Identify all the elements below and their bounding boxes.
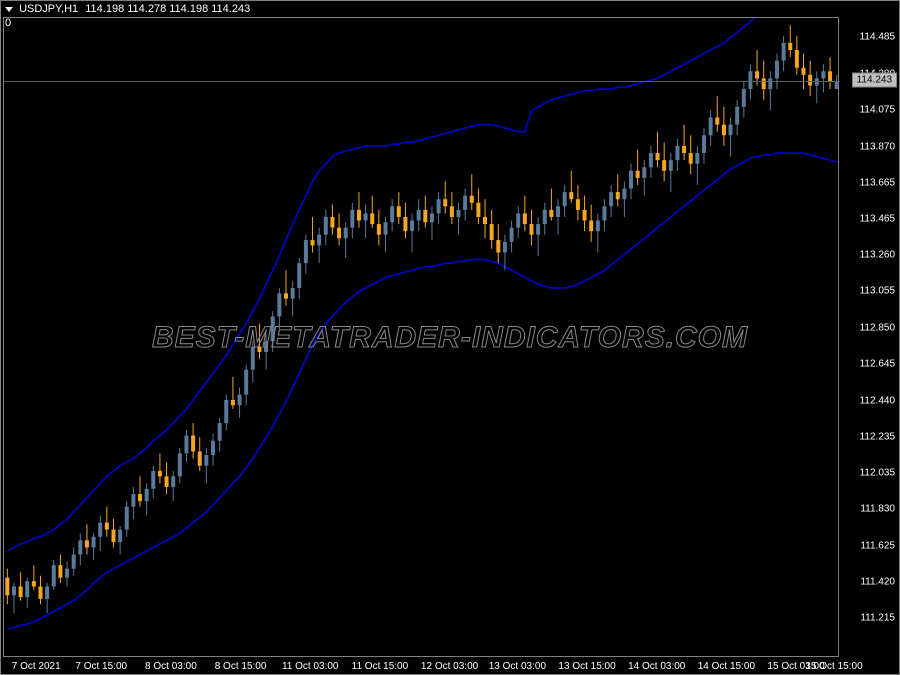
x-tick: 14 Oct 15:00	[698, 661, 755, 672]
y-tick: 113.260	[860, 250, 895, 261]
y-axis: 114.485114.280114.075113.870113.665113.4…	[839, 17, 899, 657]
y-tick: 113.465	[860, 213, 895, 224]
plot-area[interactable]	[3, 17, 839, 657]
y-tick: 112.850	[860, 322, 895, 333]
x-tick: 13 Oct 15:00	[558, 661, 615, 672]
x-tick: 14 Oct 03:00	[628, 661, 685, 672]
y-tick: 112.235	[860, 432, 895, 443]
x-tick: 8 Oct 15:00	[215, 661, 267, 672]
y-tick: 111.215	[860, 613, 895, 624]
x-tick: 7 Oct 15:00	[75, 661, 127, 672]
x-tick: 12 Oct 03:00	[421, 661, 478, 672]
y-tick: 111.625	[860, 540, 895, 551]
current-price-box: 114.243	[852, 73, 897, 88]
y-tick: 113.665	[860, 178, 895, 189]
symbol-label: USDJPY,H1	[19, 3, 78, 15]
y-tick: 111.830	[860, 504, 895, 515]
chart-svg	[4, 18, 840, 658]
indicator-value-label: 0	[5, 17, 11, 29]
x-tick: 15 Oct 15:00	[805, 661, 862, 672]
x-tick: 11 Oct 03:00	[282, 661, 339, 672]
y-tick: 114.485	[860, 32, 895, 43]
current-price-line	[4, 81, 840, 82]
y-tick: 113.055	[860, 286, 895, 297]
x-axis: 7 Oct 2021 7 Oct 15:00 8 Oct 03:00 8 Oct 15…	[3, 656, 839, 674]
ohlc-label: 114.198 114.278 114.198 114.243	[85, 3, 250, 15]
y-tick: 112.645	[860, 359, 895, 370]
y-tick: 112.440	[860, 395, 895, 406]
chart-window: USDJPY,H1 114.198 114.278 114.198 114.24…	[0, 0, 900, 675]
x-tick: 13 Oct 03:00	[489, 661, 546, 672]
y-tick: 111.420	[860, 576, 895, 587]
x-tick: 7 Oct 2021	[12, 661, 61, 672]
chart-header: USDJPY,H1 114.198 114.278 114.198 114.24…	[5, 3, 250, 15]
y-tick: 112.035	[860, 467, 895, 478]
x-tick: 11 Oct 15:00	[352, 661, 409, 672]
x-tick: 8 Oct 03:00	[145, 661, 197, 672]
y-tick: 113.870	[860, 141, 895, 152]
dropdown-icon[interactable]	[5, 7, 13, 12]
y-tick: 114.075	[860, 105, 895, 116]
